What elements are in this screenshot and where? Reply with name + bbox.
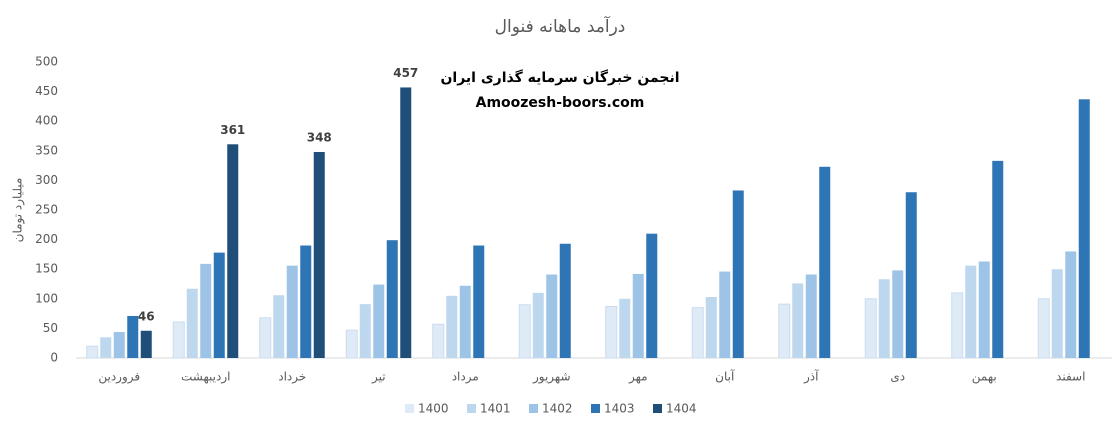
bar [792,283,804,358]
legend-label: 1401 [480,402,511,416]
bar [951,292,964,359]
legend-label: 1402 [542,402,573,416]
bar [1065,251,1077,358]
data-label: 46 [138,309,155,323]
legend-swatch [529,404,538,413]
y-tick-label: 250 [35,203,58,217]
data-label: 457 [393,66,418,80]
data-label: 361 [220,123,245,137]
bar [778,303,791,359]
legend-swatch [653,404,662,413]
x-tick-label: آبان [715,369,735,384]
bar [532,292,544,358]
bar [632,273,644,358]
bar [345,329,358,359]
bar [1037,298,1050,359]
x-tick-label: اسفند [1056,370,1085,384]
bar [965,265,977,358]
x-tick-label: خرداد [278,370,306,385]
bar [172,321,185,359]
bar [819,166,831,358]
bar [518,304,531,359]
bar [446,295,458,358]
data-label: 348 [307,130,332,144]
bar [732,190,744,358]
y-tick-label: 200 [35,232,58,246]
bar [619,298,631,358]
bar [259,317,272,359]
bar [546,274,558,358]
y-tick-label: 0 [50,351,58,365]
bar [313,151,325,358]
bar [864,298,877,359]
x-tick-label: تیر [371,370,386,385]
bar [386,240,398,358]
bar [559,243,571,358]
legend-swatch [405,404,414,413]
bar [605,305,618,359]
y-tick-label: 500 [35,55,58,69]
bar [905,192,917,358]
legend-swatch [591,404,600,413]
y-axis-label: میلیارد تومان [11,178,26,243]
bar [200,263,212,358]
legend-label: 1404 [666,402,697,416]
bar [373,284,385,358]
y-tick-label: 150 [35,262,58,276]
x-tick-label: بهمن [972,370,997,385]
bar [113,331,125,358]
bar [805,274,817,358]
bar [100,337,112,358]
bar [227,144,239,358]
chart-title: درآمد ماهانه فنوال [495,15,626,37]
bar [286,265,298,358]
legend-label: 1400 [418,402,449,416]
bar [705,297,717,358]
x-tick-label: آذر [803,369,819,385]
bar [86,345,99,359]
bar [300,245,312,358]
bar [646,233,658,358]
y-tick-label: 400 [35,114,58,128]
y-tick-label: 100 [35,291,58,305]
y-tick-label: 50 [43,321,58,335]
bar [473,245,485,358]
legend-label: 1403 [604,402,635,416]
bar [273,295,285,358]
annotation: Amoozesh-boors.com [476,95,645,111]
bar [140,330,152,358]
bar [691,307,704,359]
bar [1078,99,1090,359]
annotation: انجمن خبرگان سرمایه گذاری ایران [440,69,679,86]
x-tick-label: مرداد [452,370,479,385]
bar [459,285,471,358]
x-tick-label: مهر [628,370,648,385]
y-tick-label: 350 [35,143,58,157]
legend-swatch [467,404,476,413]
bar [127,315,139,358]
x-tick-label: شهریور [532,370,571,385]
bar [400,87,412,359]
bar [432,323,445,359]
bar [213,252,225,358]
x-tick-label: اردیبهشت [181,370,230,385]
bar [978,261,990,358]
bar [186,288,198,358]
y-tick-label: 300 [35,173,58,187]
bar [359,304,371,358]
bar [992,160,1004,358]
bar [892,270,904,358]
bar [1051,269,1063,358]
bar [878,279,890,358]
x-tick-label: دی [890,370,905,384]
bar [719,271,731,358]
y-tick-label: 450 [35,84,58,98]
x-tick-label: فروردین [98,370,140,385]
